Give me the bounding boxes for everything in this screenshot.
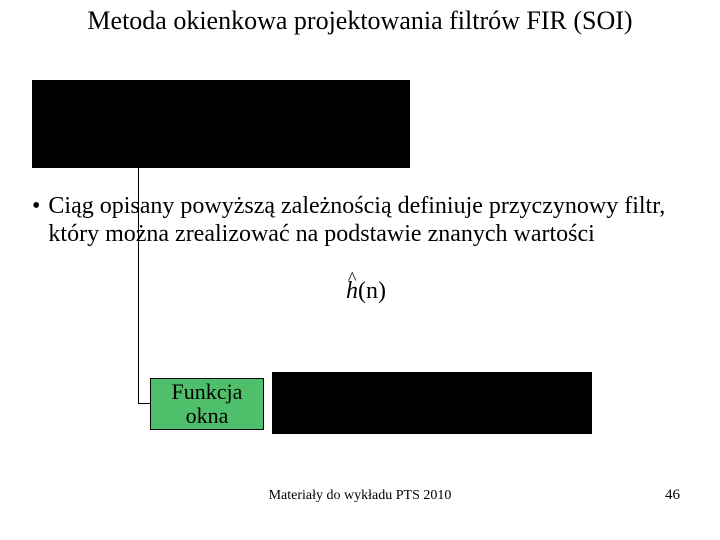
page-number: 46	[665, 487, 680, 504]
formula-arg: (n)	[358, 278, 386, 304]
connector-line-horizontal	[138, 403, 150, 404]
redacted-block-1	[32, 80, 410, 168]
slide-title: Metoda okienkowa projektowania filtrów F…	[30, 6, 690, 36]
connector-line-vertical	[138, 168, 139, 403]
bullet-item: • Ciąg opisany powyższą zależnością defi…	[32, 192, 682, 249]
bullet-text: Ciąg opisany powyższą zależnością defini…	[48, 192, 682, 249]
footer-text: Materiały do wykładu PTS 2010	[0, 488, 720, 504]
formula-h-n: ^ h(n)	[346, 278, 386, 305]
hat-accent: ^	[348, 268, 356, 289]
bullet-marker: •	[32, 192, 40, 221]
window-function-label: Funkcja okna	[151, 380, 263, 428]
redacted-block-2	[272, 372, 592, 434]
window-function-box: Funkcja okna	[150, 378, 264, 430]
